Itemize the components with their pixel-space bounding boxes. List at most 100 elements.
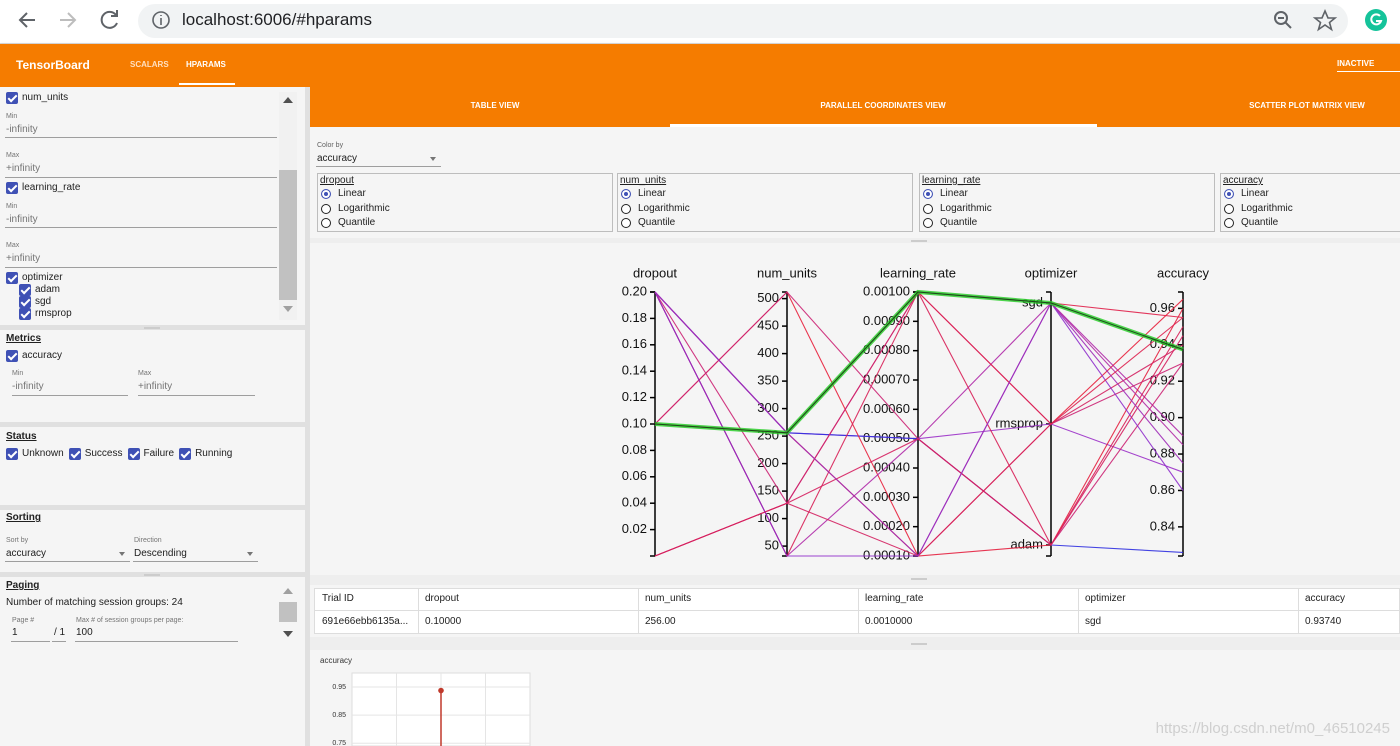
checkbox[interactable] <box>6 92 18 104</box>
axis-tick-label: 0.84 <box>1150 518 1175 533</box>
radio[interactable] <box>321 218 331 228</box>
min-value[interactable]: -infinity <box>12 381 44 392</box>
radio[interactable] <box>1224 189 1234 199</box>
session-line <box>654 291 1184 557</box>
back-button[interactable] <box>18 12 35 28</box>
metric-name: accuracy <box>22 350 63 361</box>
table-cell[interactable]: 256.00 <box>645 616 676 627</box>
view-tab[interactable]: TABLE VIEW <box>470 101 520 110</box>
color-by[interactable]: accuracy <box>317 153 358 164</box>
session-line <box>654 291 1184 434</box>
table-cell[interactable]: 0.93740 <box>1305 616 1342 627</box>
view-tab[interactable]: SCATTER PLOT MATRIX VIEW <box>1249 101 1365 110</box>
axis-category: adam <box>1010 536 1043 551</box>
table-cell[interactable]: 0.0010000 <box>865 616 913 627</box>
min-label: Min <box>12 369 24 377</box>
radio[interactable] <box>923 218 933 228</box>
axis-tick-label: 0.14 <box>622 363 647 378</box>
checkbox[interactable] <box>19 296 31 308</box>
session-line-halo <box>654 289 1184 435</box>
radio[interactable] <box>621 189 631 199</box>
scroll-up[interactable] <box>283 588 293 594</box>
input-underline <box>75 641 238 642</box>
radio[interactable] <box>1224 203 1234 214</box>
table <box>314 588 1400 634</box>
scale-box <box>1220 173 1400 232</box>
status-option: Unknown <box>22 448 64 459</box>
checkbox[interactable] <box>179 448 192 460</box>
axis-tick-label: 0.16 <box>622 336 647 351</box>
max-value[interactable]: +infinity <box>6 163 41 174</box>
radio[interactable] <box>1224 218 1234 228</box>
axis-tick-label: 0.08 <box>622 442 647 457</box>
table-cell[interactable]: sgd <box>1085 616 1102 627</box>
tab-active[interactable]: HPARAMS <box>186 60 226 69</box>
chart-panel <box>310 243 1400 575</box>
point <box>438 687 444 694</box>
radio[interactable] <box>923 189 933 199</box>
tab-underline <box>179 83 235 85</box>
radio[interactable] <box>321 203 331 214</box>
radio[interactable] <box>923 203 933 214</box>
zoom-icon[interactable] <box>1274 11 1292 29</box>
input-underline <box>11 641 50 642</box>
per-page-input[interactable]: 100 <box>76 627 93 638</box>
scroll-down[interactable] <box>283 631 293 637</box>
min-label: Min <box>6 112 18 120</box>
min-value[interactable]: -infinity <box>6 214 38 225</box>
scale-option: Linear <box>338 188 366 199</box>
axis-tick-label: 0.04 <box>622 495 647 510</box>
radio[interactable] <box>621 203 631 214</box>
axis-tick-label: 400 <box>757 345 779 360</box>
browser-icons <box>18 8 1387 32</box>
min-value[interactable]: -infinity <box>6 124 38 135</box>
scroll-down[interactable] <box>283 306 293 312</box>
section-title: Status <box>6 431 37 442</box>
view-tab[interactable]: PARALLEL COORDINATES VIEW <box>820 101 946 110</box>
hparam-option: sgd <box>35 296 52 307</box>
max-value[interactable]: +infinity <box>138 381 173 392</box>
max-label: Max <box>138 369 152 377</box>
axis-category: rmsprop <box>995 415 1043 430</box>
scale-option: Logarithmic <box>638 202 690 214</box>
page-input[interactable]: 1 <box>12 627 18 638</box>
axis-tick-label: 0.00100 <box>863 283 910 298</box>
session-line <box>654 291 1184 434</box>
run-status[interactable]: INACTIVE <box>1337 60 1400 72</box>
scroll-up[interactable] <box>283 97 293 103</box>
radio[interactable] <box>621 218 631 228</box>
session-line <box>654 291 1184 557</box>
forward-button[interactable] <box>60 12 77 28</box>
checkbox[interactable] <box>6 448 18 460</box>
table-header: learning_rate <box>865 593 924 604</box>
dropdown-arrow[interactable] <box>247 552 253 556</box>
info-icon[interactable] <box>152 11 170 29</box>
tab[interactable]: SCALARS <box>130 60 169 69</box>
resize-handle <box>911 240 927 242</box>
status-option: Failure <box>143 448 175 459</box>
checkbox[interactable] <box>19 284 31 296</box>
radio[interactable] <box>321 189 331 199</box>
dropdown-arrow[interactable] <box>430 157 436 161</box>
dropdown-arrow[interactable] <box>119 552 125 556</box>
scale-option: Linear <box>940 188 968 199</box>
sort-by[interactable]: accuracy <box>6 548 47 559</box>
table-cell[interactable]: 691e66ebb6135a... <box>322 616 409 627</box>
address-bar[interactable] <box>138 4 1348 38</box>
table-cell[interactable]: 0.10000 <box>425 616 462 627</box>
table-column-divider <box>638 588 639 634</box>
checkbox[interactable] <box>127 448 140 460</box>
axis-title: optimizer <box>1025 265 1078 280</box>
max-value[interactable]: +infinity <box>6 253 41 264</box>
input-underline <box>133 561 258 562</box>
checkbox[interactable] <box>19 308 31 320</box>
reload-button[interactable] <box>100 10 118 29</box>
bookmark-star[interactable] <box>1312 8 1338 32</box>
checkbox[interactable] <box>6 182 18 194</box>
checkbox[interactable] <box>68 448 81 460</box>
sort-direction[interactable]: Descending <box>134 548 187 559</box>
checkbox[interactable] <box>6 272 18 284</box>
resize-handle <box>911 643 927 645</box>
checkbox[interactable] <box>6 350 18 362</box>
y-tick-label: 0.95 <box>332 684 346 691</box>
